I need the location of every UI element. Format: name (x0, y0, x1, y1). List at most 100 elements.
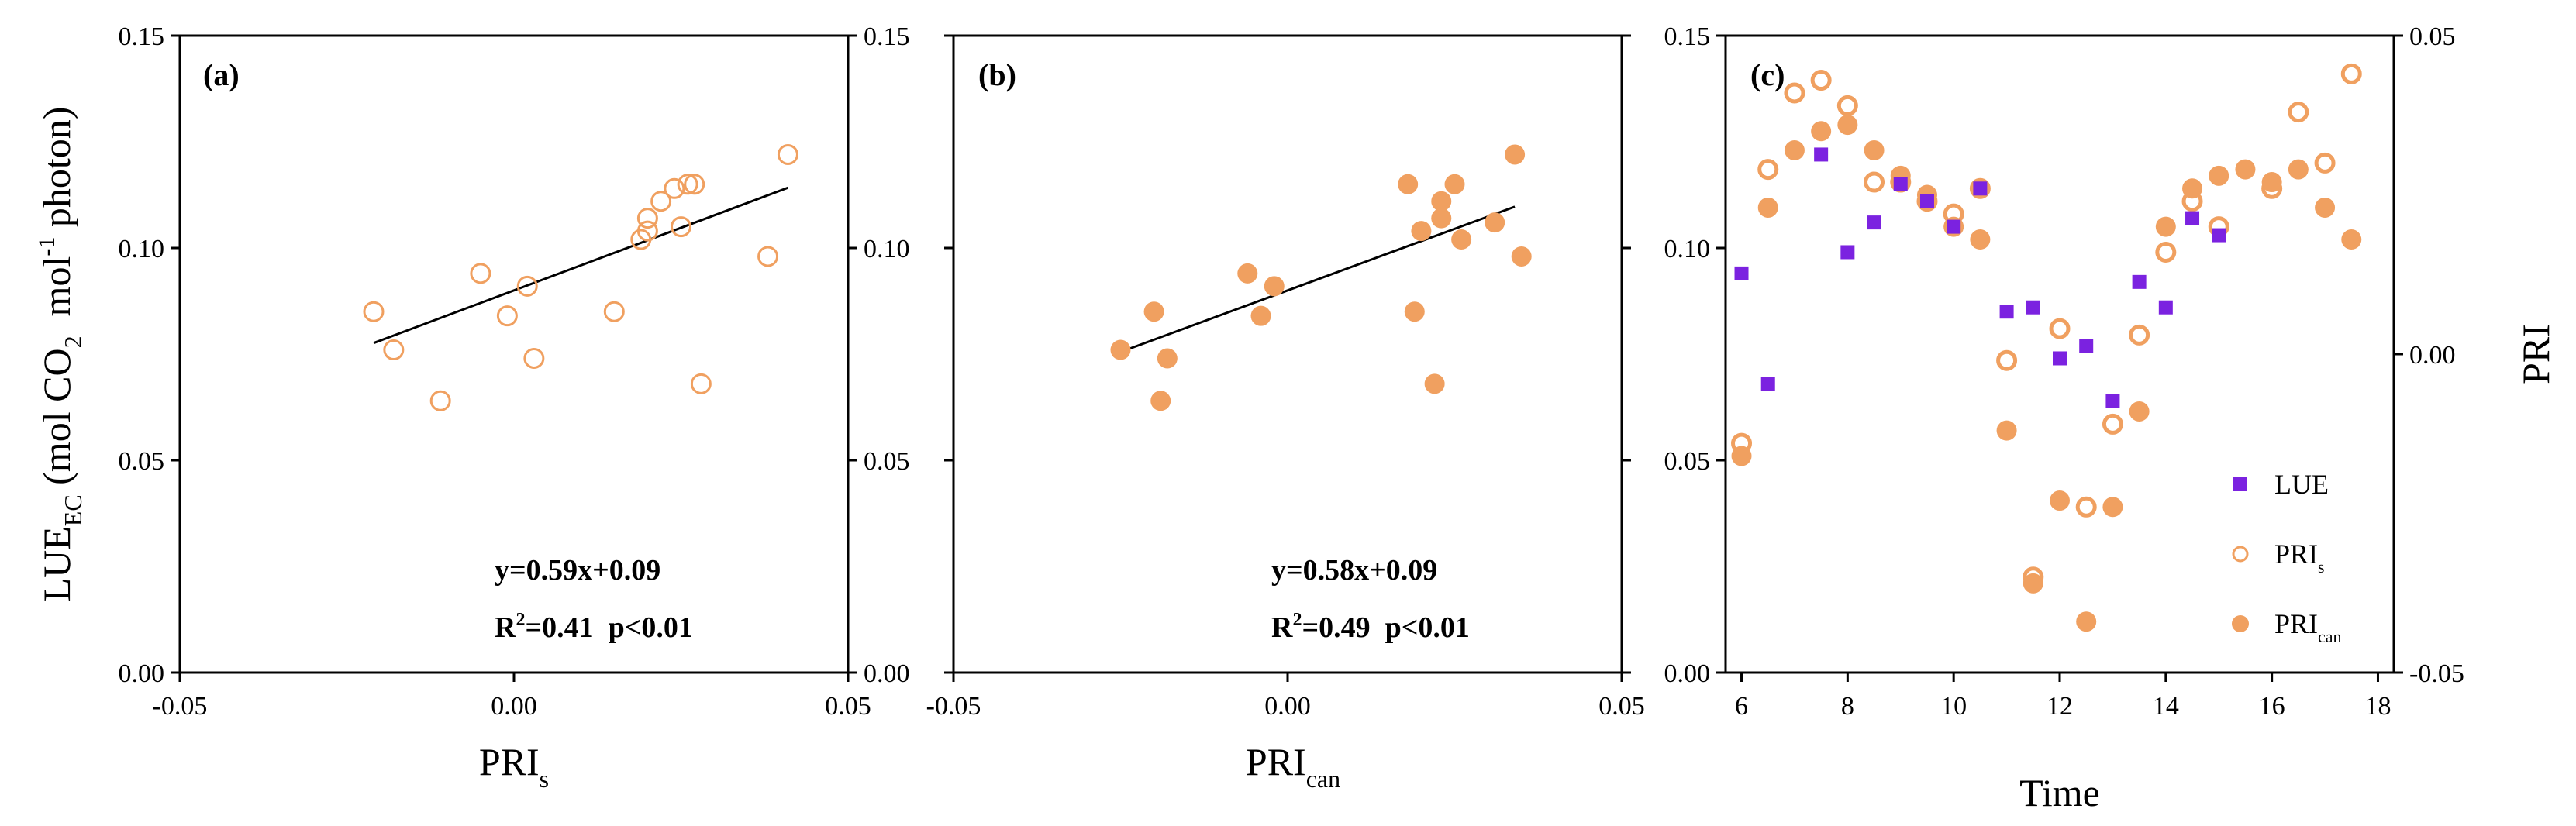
panel-c-pri-s-point (2023, 566, 2044, 588)
panel-c-pri-can-point (1970, 229, 1991, 250)
panel-a: 0.00 0.00 0.05 0.05 0.10 0.10 0.15 0.15 -0.05 0.0… (34, 22, 910, 793)
panel-c-y-tick-label: 0.10 (1664, 235, 1711, 263)
panel-c-lue-point (1947, 219, 1961, 234)
panel-c-lue-point (2105, 394, 2120, 408)
panel-c-pri-s-point (1757, 159, 1779, 181)
panel-a-data-point (671, 216, 691, 238)
panel-a-y-tick-label-right: 0.15 (864, 22, 910, 51)
panel-c-y2-tick-label: 0.00 (2409, 341, 2456, 370)
panel-c-y-tick-label: 0.15 (1664, 22, 1711, 51)
panel-c-pri-can-point (1757, 197, 1778, 218)
panel-c-pri-s-point (2181, 191, 2203, 212)
panel-c-right-axis-title: PRI (2514, 324, 2557, 384)
legend-marker-lue (2233, 477, 2247, 491)
legend-pri-s-sub: s (2318, 557, 2325, 576)
panel-c-x-tick-label: 18 (2364, 692, 2391, 721)
panel-c-y2-tick-label: -0.05 (2409, 659, 2464, 688)
panel-c-x-tick-label: 12 (2047, 692, 2073, 721)
legend: LUE PRIs PRIcan (2232, 469, 2342, 646)
legend-pri-s-main: PRI (2274, 539, 2318, 570)
panel-a-label: (a) (203, 57, 240, 92)
panel-a-data-point (757, 246, 779, 267)
panel-a-data-point (470, 263, 491, 284)
panel-c-pri-can-point (2261, 172, 2282, 193)
panel-b-x-tick-label: 0.00 (1264, 692, 1311, 721)
panel-a-data-point (429, 390, 451, 411)
panel-c-pri-can-point (2288, 159, 2309, 180)
panel-b-data-point (1444, 174, 1465, 194)
panel-a-data-point (664, 177, 685, 199)
panel-c-pri-s-point (1731, 432, 1753, 454)
panel-b-data-point (1511, 246, 1532, 267)
panel-c-marks: 0.00 0.05 0.10 0.15 -0.05 0.00 0.05 6 8 10 12 14 16 1… (1664, 22, 2464, 721)
panel-b-r2-sup: 2 (1292, 610, 1302, 630)
panel-c-x-tick-label: 10 (1940, 692, 1967, 721)
panel-a-data-point (496, 305, 518, 327)
panel-b-x-axis-title: PRIcan (1246, 740, 1340, 793)
panel-b-r2-stats: =0.49 p<0.01 (1302, 611, 1469, 644)
panel-b-x-tick-label: 0.05 (1598, 692, 1645, 721)
panel-c-pri-can-point (2050, 490, 2070, 511)
panel-a-marks: 0.00 0.00 0.05 0.05 0.10 0.10 0.15 0.15 -0.05 0.0… (119, 22, 910, 721)
panel-a-r2-prefix: R (495, 611, 516, 644)
panel-c-lue-point (2079, 339, 2094, 353)
panel-c-lue-point (1867, 215, 1881, 230)
panel-c-pri-can-point (2023, 573, 2043, 594)
legend-label-pri-s: PRIs (2274, 539, 2325, 576)
panel-b-data-point (1485, 212, 1505, 233)
panel-b-r2: R2=0.49 p<0.01 (1271, 610, 1470, 644)
panel-c-x-axis-title: Time (2019, 771, 2100, 814)
panel-b: -0.05 0.00 0.05 (b) y=0.58x+0.09 R2=0.49 p… (926, 34, 1645, 793)
panel-c-y-tick-label: 0.00 (1664, 659, 1711, 688)
panel-a-data-point (777, 143, 798, 165)
panel-a-y-tick-label-right: 0.10 (864, 235, 910, 263)
panel-b-data-point (1237, 263, 1258, 284)
panel-c-x-tick-label: 16 (2259, 692, 2285, 721)
y-title-lue: LUE (35, 526, 78, 601)
panel-b-x-title-sub: can (1306, 765, 1340, 793)
panel-c-pri-can-point (1996, 420, 2017, 441)
panel-b-data-point (1404, 301, 1425, 322)
panel-c-x-tick-label: 14 (2153, 692, 2179, 721)
panel-c-pri-s-point (2288, 102, 2309, 123)
panel-b-marks: -0.05 0.00 0.05 (926, 34, 1645, 721)
panel-c-pri-s-point (2102, 413, 2123, 435)
panel-b-data-point (1264, 276, 1285, 297)
panel-b-data-point (1451, 229, 1472, 250)
panel-b-r2-prefix: R (1271, 611, 1293, 644)
panel-a-r2-stats: =0.41 p<0.01 (525, 611, 692, 644)
panel-c-x-tick-label: 6 (1735, 692, 1748, 721)
y-axis-title: LUEEC (mol CO2 mol-1 photon) (34, 107, 87, 602)
panel-c-lue-point (1734, 266, 1749, 280)
panel-c-label: (c) (1750, 57, 1785, 92)
panel-c-pri-s-point (2261, 177, 2283, 199)
panel-c-lue-point (2185, 211, 2200, 225)
panel-a-data-point (383, 339, 405, 361)
panel-a-x-tick-label: -0.05 (153, 692, 208, 721)
panel-b-data-point (1157, 348, 1178, 369)
panel-c-pri-can-point (1864, 139, 1885, 160)
panel-c-pri-can-point (2102, 497, 2123, 518)
panel-a-r2-sup: 2 (516, 610, 525, 630)
panel-a-data-point (516, 275, 538, 297)
y-title-photon: photon) (35, 107, 78, 237)
panel-c-pri-can-point (2129, 401, 2150, 422)
panel-a-data-point (684, 174, 705, 195)
panel-c-pri-s-point (1916, 191, 1938, 212)
y-title-mol-co: (mol CO (35, 348, 78, 494)
panel-c-lue-point (1999, 305, 2014, 319)
panel-c-pri-s-point (1969, 177, 1991, 199)
panel-a-x-axis-title: PRIs (479, 740, 549, 793)
panel-a-x-title-main: PRI (479, 740, 540, 783)
y-title-ec: EC (59, 494, 87, 526)
panel-a-r2: R2=0.41 p<0.01 (495, 610, 693, 644)
panel-b-data-point (1250, 305, 1271, 326)
panel-a-y-tick-label-right: 0.00 (864, 659, 910, 688)
panel-b-x-title-main: PRI (1246, 740, 1306, 783)
panel-c-pri-can-point (2341, 229, 2362, 250)
panel-a-data-point (636, 208, 658, 229)
panel-c-lue-point (2053, 351, 2067, 366)
panel-c-lue-point (1919, 194, 1934, 208)
panel-c: 0.00 0.05 0.10 0.15 -0.05 0.00 0.05 6 8 10 12 14 16 1… (1664, 22, 2558, 814)
